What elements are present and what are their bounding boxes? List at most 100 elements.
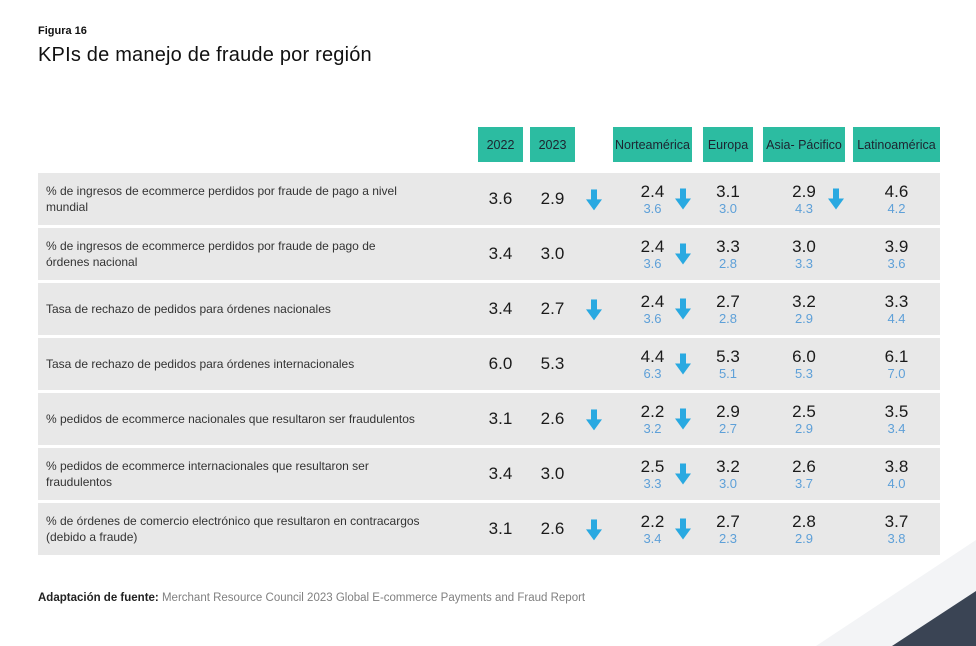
region-value: 3.1	[716, 181, 740, 201]
table-row: % de ingresos de ecommerce perdidos por …	[38, 228, 940, 280]
column-header-asia-pacifico: Asia- Pácifico	[763, 127, 845, 162]
cell-norteamerica: 4.4 6.3	[613, 338, 692, 390]
row-label: % pedidos de ecommerce internacionales q…	[46, 458, 369, 489]
cell-norteamerica: 2.2 3.4	[613, 503, 692, 555]
cell-2023: 2.7	[530, 283, 602, 335]
cell-2023-value: 2.7	[540, 299, 565, 318]
column-header-latinoamerica: Latinoamérica	[853, 127, 940, 162]
source-note-text: Merchant Resource Council 2023 Global E-…	[161, 592, 586, 604]
cell-norteamerica: 2.4 3.6	[613, 283, 692, 335]
down-arrow-icon	[828, 188, 844, 210]
cell-2023: 2.6	[530, 503, 602, 555]
cell-asia-pacifico: 2.5 2.9	[763, 393, 845, 445]
region-secondary-value: 5.1	[718, 365, 738, 381]
region-secondary-value: 3.4	[643, 530, 662, 546]
down-arrow-icon	[675, 298, 691, 320]
region-value: 2.7	[716, 291, 740, 311]
cell-europa: 3.1 3.0	[703, 173, 753, 225]
row-label: % de ingresos de ecommerce perdidos por …	[46, 238, 376, 269]
region-value: 2.4	[640, 291, 665, 311]
region-value: 3.3	[884, 291, 909, 311]
region-secondary-value: 3.8	[887, 530, 906, 546]
cell-2023-value: 3.0	[540, 244, 565, 263]
cell-europa: 3.3 2.8	[703, 228, 753, 280]
cell-europa: 3.2 3.0	[703, 448, 753, 500]
region-value: 6.1	[884, 346, 909, 366]
down-arrow-icon	[675, 408, 691, 430]
down-arrow-icon	[675, 243, 691, 265]
cell-2023: 5.3	[530, 338, 575, 390]
region-value: 2.5	[640, 456, 665, 476]
cell-latinoamerica: 3.5 3.4	[853, 393, 940, 445]
cell-latinoamerica: 4.6 4.2	[853, 173, 940, 225]
region-value: 2.4	[640, 181, 665, 201]
cell-2022: 3.4	[488, 244, 513, 263]
region-value: 2.4	[640, 236, 665, 256]
table-row: Tasa de rechazo de pedidos para órdenes …	[38, 338, 940, 390]
cell-asia-pacifico: 2.6 3.7	[763, 448, 845, 500]
cell-latinoamerica: 3.8 4.0	[853, 448, 940, 500]
cell-2022: 3.1	[488, 519, 513, 538]
region-value: 2.2	[640, 511, 665, 531]
cell-2023: 3.0	[530, 228, 575, 280]
region-value: 4.4	[640, 346, 665, 366]
cell-2022: 3.4	[488, 464, 513, 483]
region-value: 2.9	[792, 181, 816, 201]
region-secondary-value: 3.6	[643, 200, 662, 216]
region-value: 6.0	[792, 346, 816, 366]
cell-2023: 2.6	[530, 393, 602, 445]
cell-norteamerica: 2.2 3.2	[613, 393, 692, 445]
region-secondary-value: 2.9	[794, 420, 814, 436]
region-value: 3.2	[792, 291, 816, 311]
region-secondary-value: 3.3	[794, 255, 814, 271]
row-label: % de ingresos de ecommerce perdidos por …	[46, 183, 397, 214]
cell-latinoamerica: 3.7 3.8	[853, 503, 940, 555]
cell-2023-value: 5.3	[540, 354, 565, 373]
region-value: 2.6	[792, 456, 816, 476]
cell-2022: 3.4	[488, 299, 513, 318]
region-secondary-value: 3.2	[643, 420, 662, 436]
column-header-norteamerica: Norteamérica	[613, 127, 692, 162]
region-value: 5.3	[716, 346, 740, 366]
cell-europa: 5.3 5.1	[703, 338, 753, 390]
cell-asia-pacifico: 2.8 2.9	[763, 503, 845, 555]
cell-2023-value: 3.0	[540, 464, 565, 483]
cell-2023-value: 2.9	[540, 189, 565, 208]
figure-label: Figura 16	[38, 25, 87, 37]
cell-2023-value: 2.6	[540, 519, 565, 538]
cell-asia-pacifico: 2.9 4.3	[763, 173, 845, 225]
cell-2023: 3.0	[530, 448, 575, 500]
down-arrow-icon	[586, 189, 602, 211]
region-value: 2.5	[792, 401, 816, 421]
region-value: 3.8	[884, 456, 909, 476]
region-secondary-value: 4.0	[887, 475, 906, 491]
region-value: 3.7	[884, 511, 909, 531]
cell-2022: 3.6	[488, 189, 513, 208]
source-note-label: Adaptación de fuente:	[38, 592, 159, 604]
region-secondary-value: 3.0	[718, 200, 738, 216]
table-row: % pedidos de ecommerce internacionales q…	[38, 448, 940, 500]
page-title: KPIs de manejo de fraude por región	[38, 44, 372, 66]
region-secondary-value: 2.7	[718, 420, 738, 436]
region-secondary-value: 3.6	[887, 255, 906, 271]
cell-asia-pacifico: 6.0 5.3	[763, 338, 845, 390]
cell-asia-pacifico: 3.2 2.9	[763, 283, 845, 335]
region-secondary-value: 2.8	[718, 310, 738, 326]
region-value: 2.2	[640, 401, 665, 421]
region-value: 3.9	[884, 236, 909, 256]
region-value: 2.7	[716, 511, 740, 531]
row-label: % de órdenes de comercio electrónico que…	[46, 513, 420, 544]
region-value: 2.9	[716, 401, 740, 421]
region-secondary-value: 6.3	[643, 365, 662, 381]
row-label: Tasa de rechazo de pedidos para órdenes …	[46, 356, 355, 371]
region-secondary-value: 5.3	[794, 365, 814, 381]
region-secondary-value: 2.3	[718, 530, 738, 546]
cell-asia-pacifico: 3.0 3.3	[763, 228, 845, 280]
region-secondary-value: 3.6	[643, 310, 662, 326]
column-header-europa: Europa	[703, 127, 753, 162]
table-row: % de órdenes de comercio electrónico que…	[38, 503, 940, 555]
region-secondary-value: 7.0	[887, 365, 906, 381]
cell-2023: 2.9	[530, 173, 602, 225]
cell-norteamerica: 2.4 3.6	[613, 173, 692, 225]
